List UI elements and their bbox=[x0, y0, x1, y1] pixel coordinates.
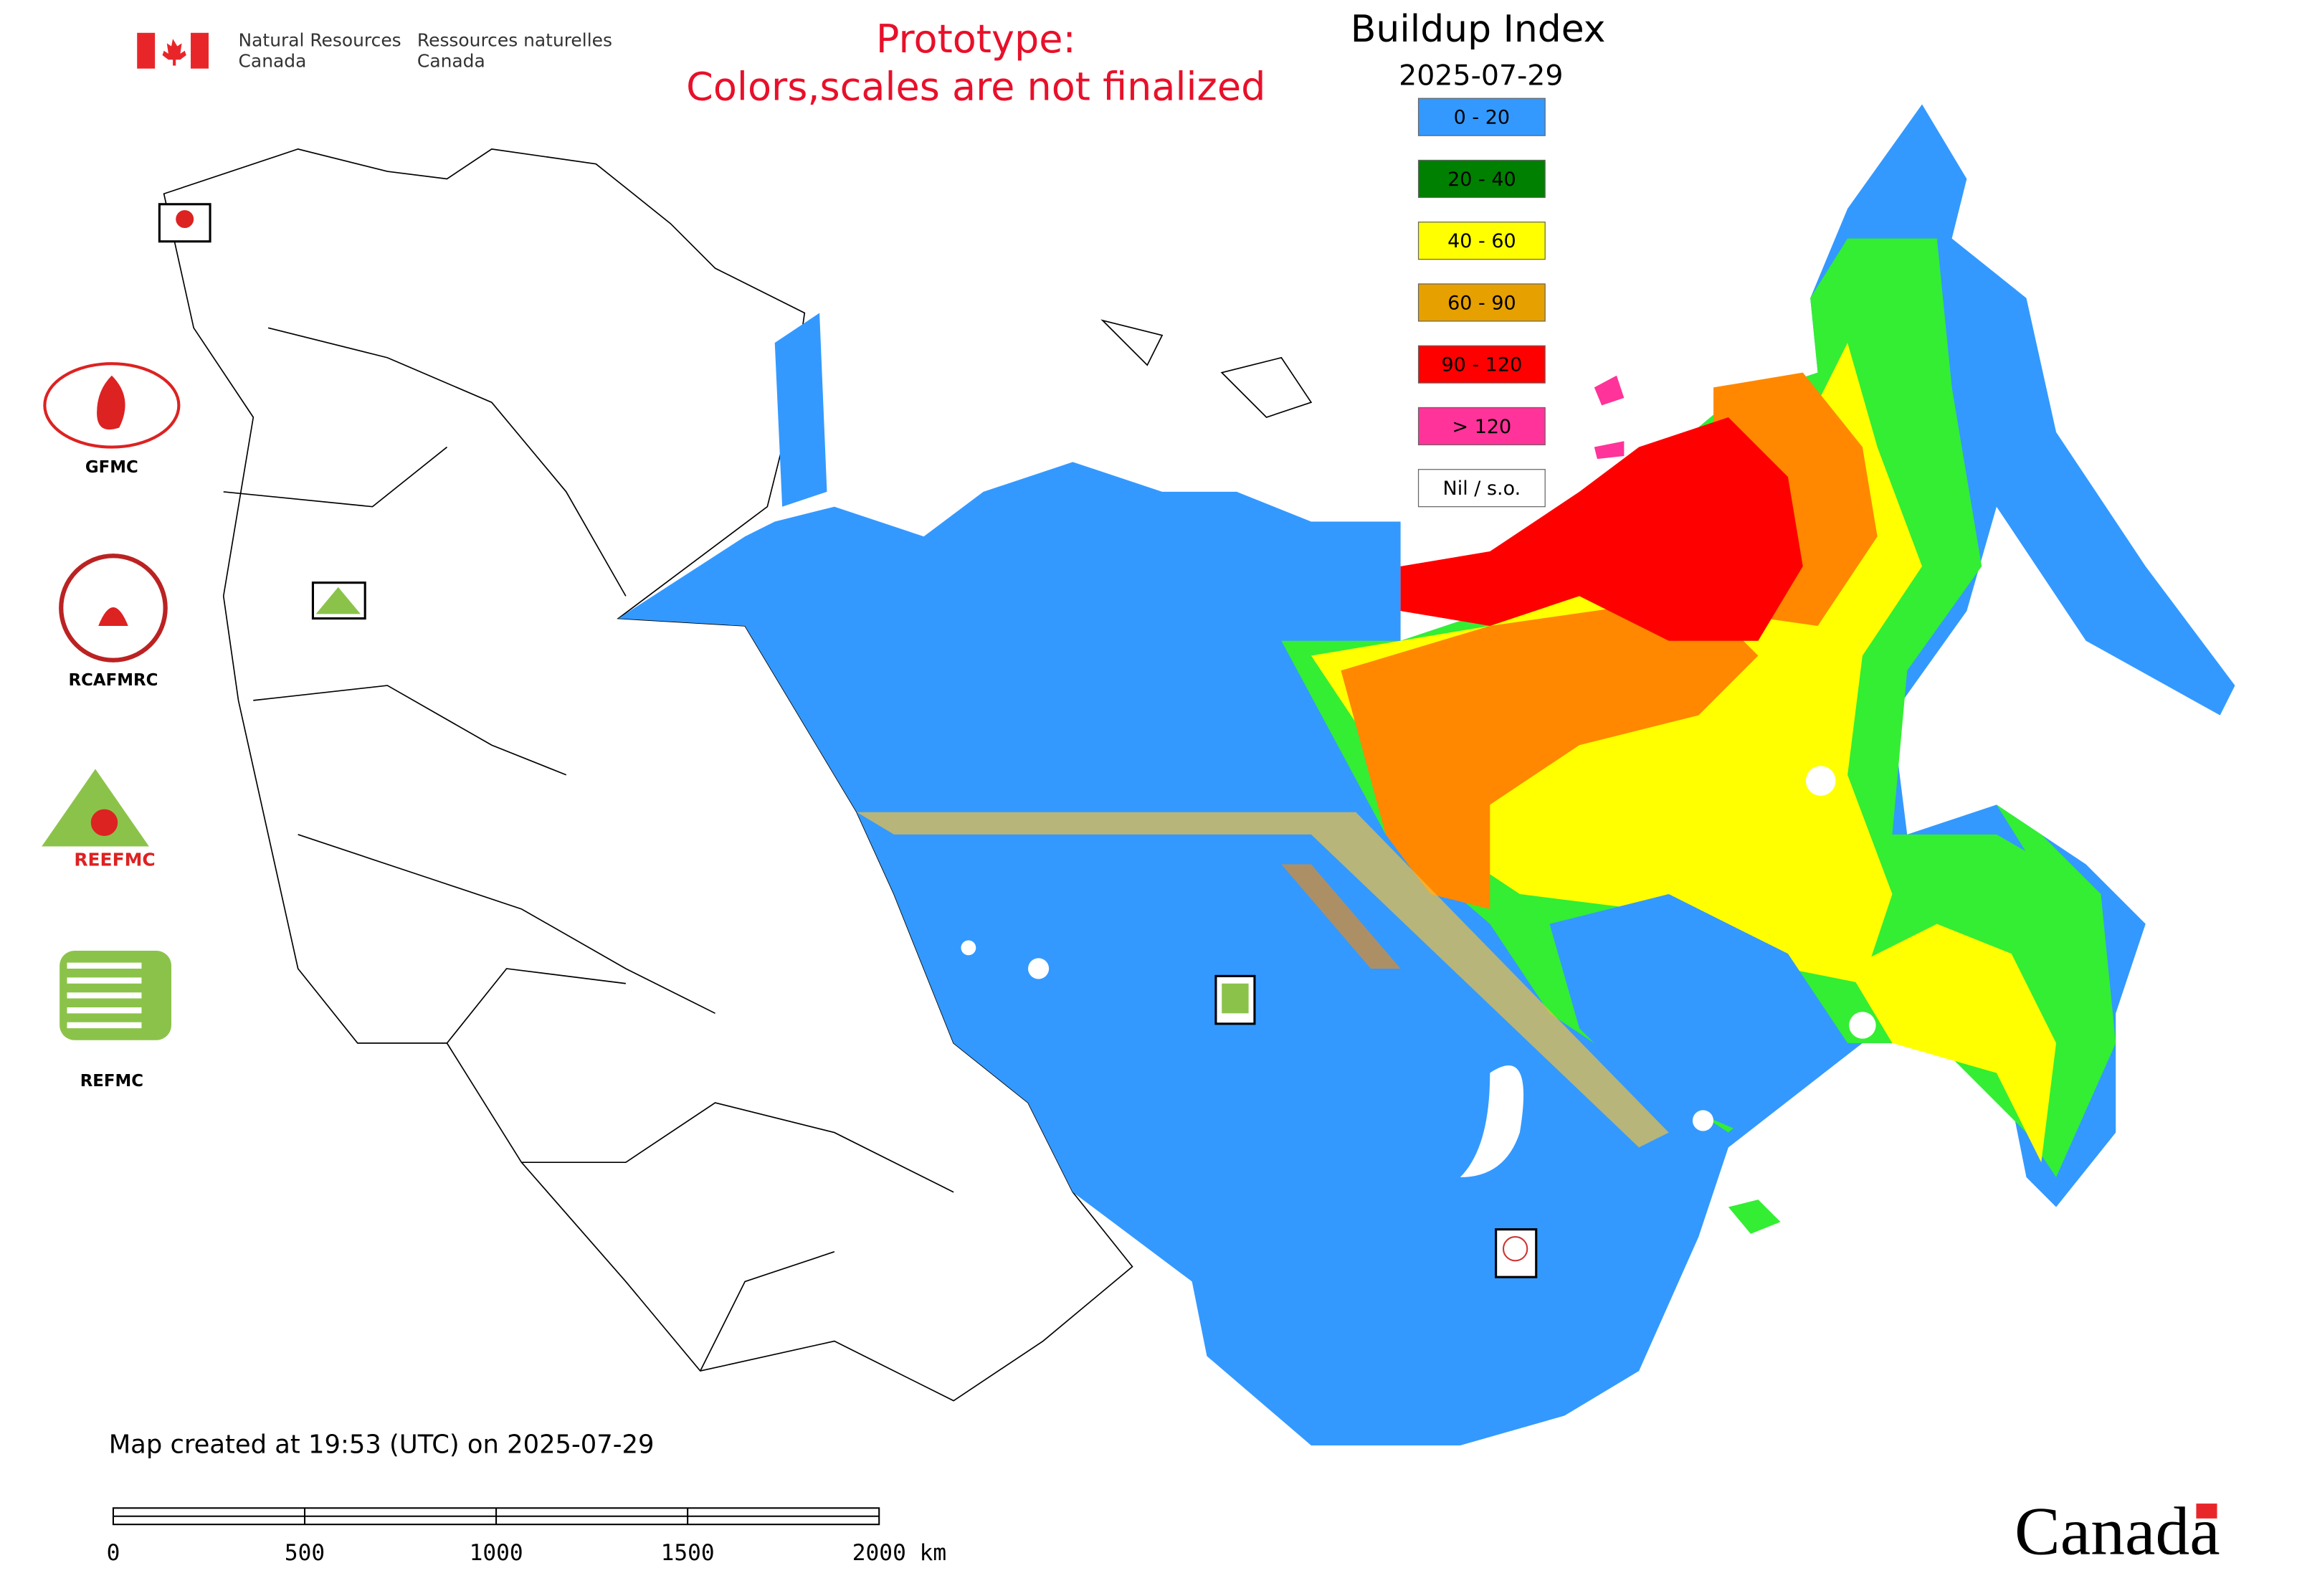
logo-label: REFMC bbox=[80, 1072, 143, 1091]
agency-fr: Canada bbox=[417, 51, 485, 72]
legend-label: 0 - 20 bbox=[1454, 107, 1510, 129]
partner-logos: GFMC RCAFMRC REEFMC REFMC bbox=[39, 362, 191, 1091]
scale-label: 1000 bbox=[470, 1540, 523, 1566]
legend-label: Nil / s.o. bbox=[1443, 478, 1521, 500]
legend-date: 2025-07-29 bbox=[1399, 60, 1563, 92]
legend-swatch bbox=[1417, 98, 1546, 136]
legend-swatch bbox=[1417, 469, 1546, 508]
legend-swatch bbox=[1417, 159, 1546, 199]
map-logo-icons bbox=[176, 210, 1528, 1262]
logo-label: REEFMC bbox=[74, 850, 155, 870]
legend-label: 90 - 120 bbox=[1441, 354, 1522, 376]
canada-wordmark: Canada bbox=[2015, 1493, 2220, 1569]
nrcan-signature: Natural Resources Canada Ressources natu… bbox=[137, 29, 612, 72]
logo-label: RCAFMRC bbox=[69, 671, 158, 690]
scale-bar: 0 500 1000 1500 2000 km bbox=[107, 1507, 946, 1566]
legend-label: 60 - 90 bbox=[1447, 292, 1516, 314]
scale-label: 500 bbox=[285, 1540, 325, 1566]
legend-swatch bbox=[1417, 283, 1546, 322]
logo-label: GFMC bbox=[85, 458, 138, 477]
scale-label: 1500 bbox=[661, 1540, 715, 1566]
legend-swatch bbox=[1417, 345, 1546, 384]
map-created: Map created at 19:53 (UTC) on 2025-07-29 bbox=[109, 1430, 655, 1459]
notice: Prototype: bbox=[876, 16, 1076, 62]
legend-swatch bbox=[1417, 407, 1546, 446]
scale-label: 2000 km bbox=[852, 1540, 946, 1566]
index-fill bbox=[618, 104, 2235, 1446]
agency-en: Natural Resources bbox=[239, 29, 401, 50]
agency-en: Canada bbox=[239, 51, 307, 72]
scale-label: 0 bbox=[107, 1540, 120, 1566]
legend-label: 40 - 60 bbox=[1447, 230, 1516, 252]
legend-swatch bbox=[1417, 222, 1546, 260]
agency-fr: Ressources naturelles bbox=[417, 29, 612, 50]
legend-label: 20 - 40 bbox=[1447, 168, 1516, 191]
legend: 0 - 20 20 - 40 40 - 60 60 - 90 90 - 120 > 120… bbox=[1417, 98, 1546, 508]
legend-title: Buildup Index bbox=[1351, 8, 1606, 51]
notice: Colors,scales are not finalized bbox=[686, 64, 1265, 109]
wordmark-flag bbox=[2196, 1504, 2217, 1519]
legend-label: > 120 bbox=[1452, 416, 1512, 438]
